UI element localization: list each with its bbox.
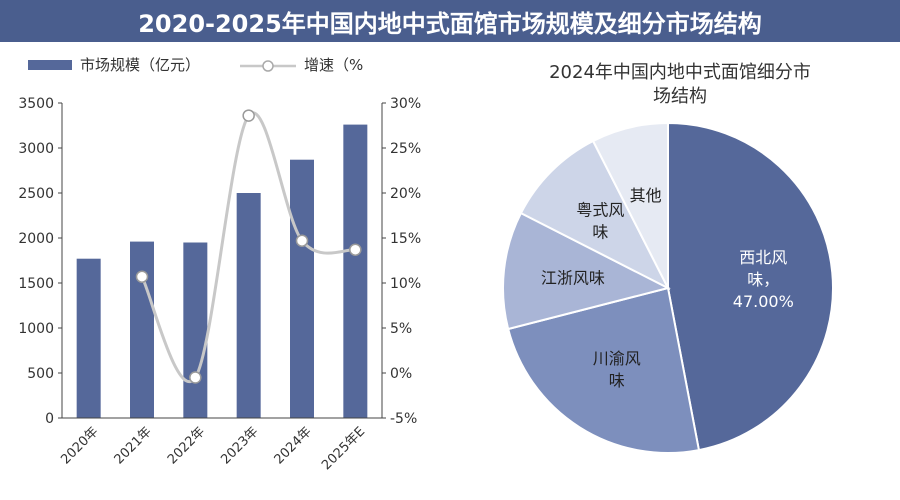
pie-slice [506,286,701,454]
growth-point [189,371,202,384]
growth-point [349,243,362,256]
right-axis-tick-label: 30% [390,96,421,112]
pie-slice-label: 江浙风味 [541,268,605,287]
legend-line-marker [262,60,274,72]
bar [76,258,101,418]
pie-slice [502,211,671,331]
growth-point [135,270,149,283]
bar [343,124,368,418]
pie-slice [519,139,671,291]
left-y-axis: 0 500 1000 1500 2000 2500 3000 3500 [18,96,63,427]
bar [236,193,261,418]
bar-series [76,124,368,418]
right-axis-tick-label: 20% [390,186,421,202]
pie-slice-value: 47.00% [733,292,794,311]
left-axis-tick-label: 3500 [18,96,54,112]
pie-slice-label: 粤式风 [576,200,624,219]
left-axis-tick-label: 500 [27,366,54,382]
x-axis-tick-label: 2022年 [165,424,208,467]
legend-line-label: 增速（% [304,56,363,74]
growth-line-series [135,109,362,384]
x-axis: 2020年 2021年 2022年 2023年 2024年 2025年E [58,417,382,473]
bar [183,242,208,418]
x-axis-tick-label: 2020年 [58,424,101,467]
pie-slice-label: 西北风 [739,248,787,267]
legend-bar-label: 市场规模（亿元） [80,56,200,74]
chart-legend: 市场规模（亿元） 增速（% [28,56,363,74]
growth-point [295,234,309,247]
x-axis-tick-label: 2021年 [112,424,155,467]
right-y-axis: -5% 0% 5% 10% 15% 20% 25% 30% [381,96,421,427]
right-axis-tick-label: 15% [390,231,421,247]
page-title: 2020-2025年中国内地中式面馆市场规模及细分市场结构 [138,9,762,38]
right-axis-tick-label: 0% [390,366,412,382]
left-axis-tick-label: 2000 [18,231,54,247]
page-title-banner: 2020-2025年中国内地中式面馆市场规模及细分市场结构 [0,0,900,42]
x-axis-tick-label: 2024年 [272,424,315,467]
pie-slice [591,121,669,289]
pie-slices [502,121,834,454]
pie-slice-label: 味 [609,371,625,390]
pie-slice [667,121,834,452]
right-axis-tick-label: -5% [390,411,417,427]
pie-slice-label: 味， [747,270,779,289]
left-axis-tick-label: 3000 [18,141,54,157]
x-axis-tick-label: 2023年 [218,424,261,467]
right-axis-tick-label: 10% [390,276,421,292]
right-axis-tick-label: 25% [390,141,421,157]
left-axis-tick-label: 0 [45,411,54,427]
pie-slice-label: 味 [592,222,608,241]
pie-title-line: 2024年中国内地中式面馆细分市 [549,62,811,83]
bar [130,241,154,418]
left-axis-tick-label: 1500 [18,276,54,292]
pie-slice-label: 川渝风 [593,349,641,368]
pie-slice-label: 其他 [630,186,662,205]
pie-title-line: 场结构 [653,86,707,107]
bar [290,159,314,418]
legend-bar-swatch [28,60,72,70]
left-axis-tick-label: 1000 [18,321,54,337]
x-axis-tick-label: 2025年E [319,424,368,473]
left-axis-tick-label: 2500 [18,186,54,202]
bar-line-chart: 市场规模（亿元） 增速（% 0 500 1000 1500 2000 2500 3000 350… [18,56,421,473]
growth-point [242,109,255,122]
right-axis-tick-label: 5% [390,321,412,337]
